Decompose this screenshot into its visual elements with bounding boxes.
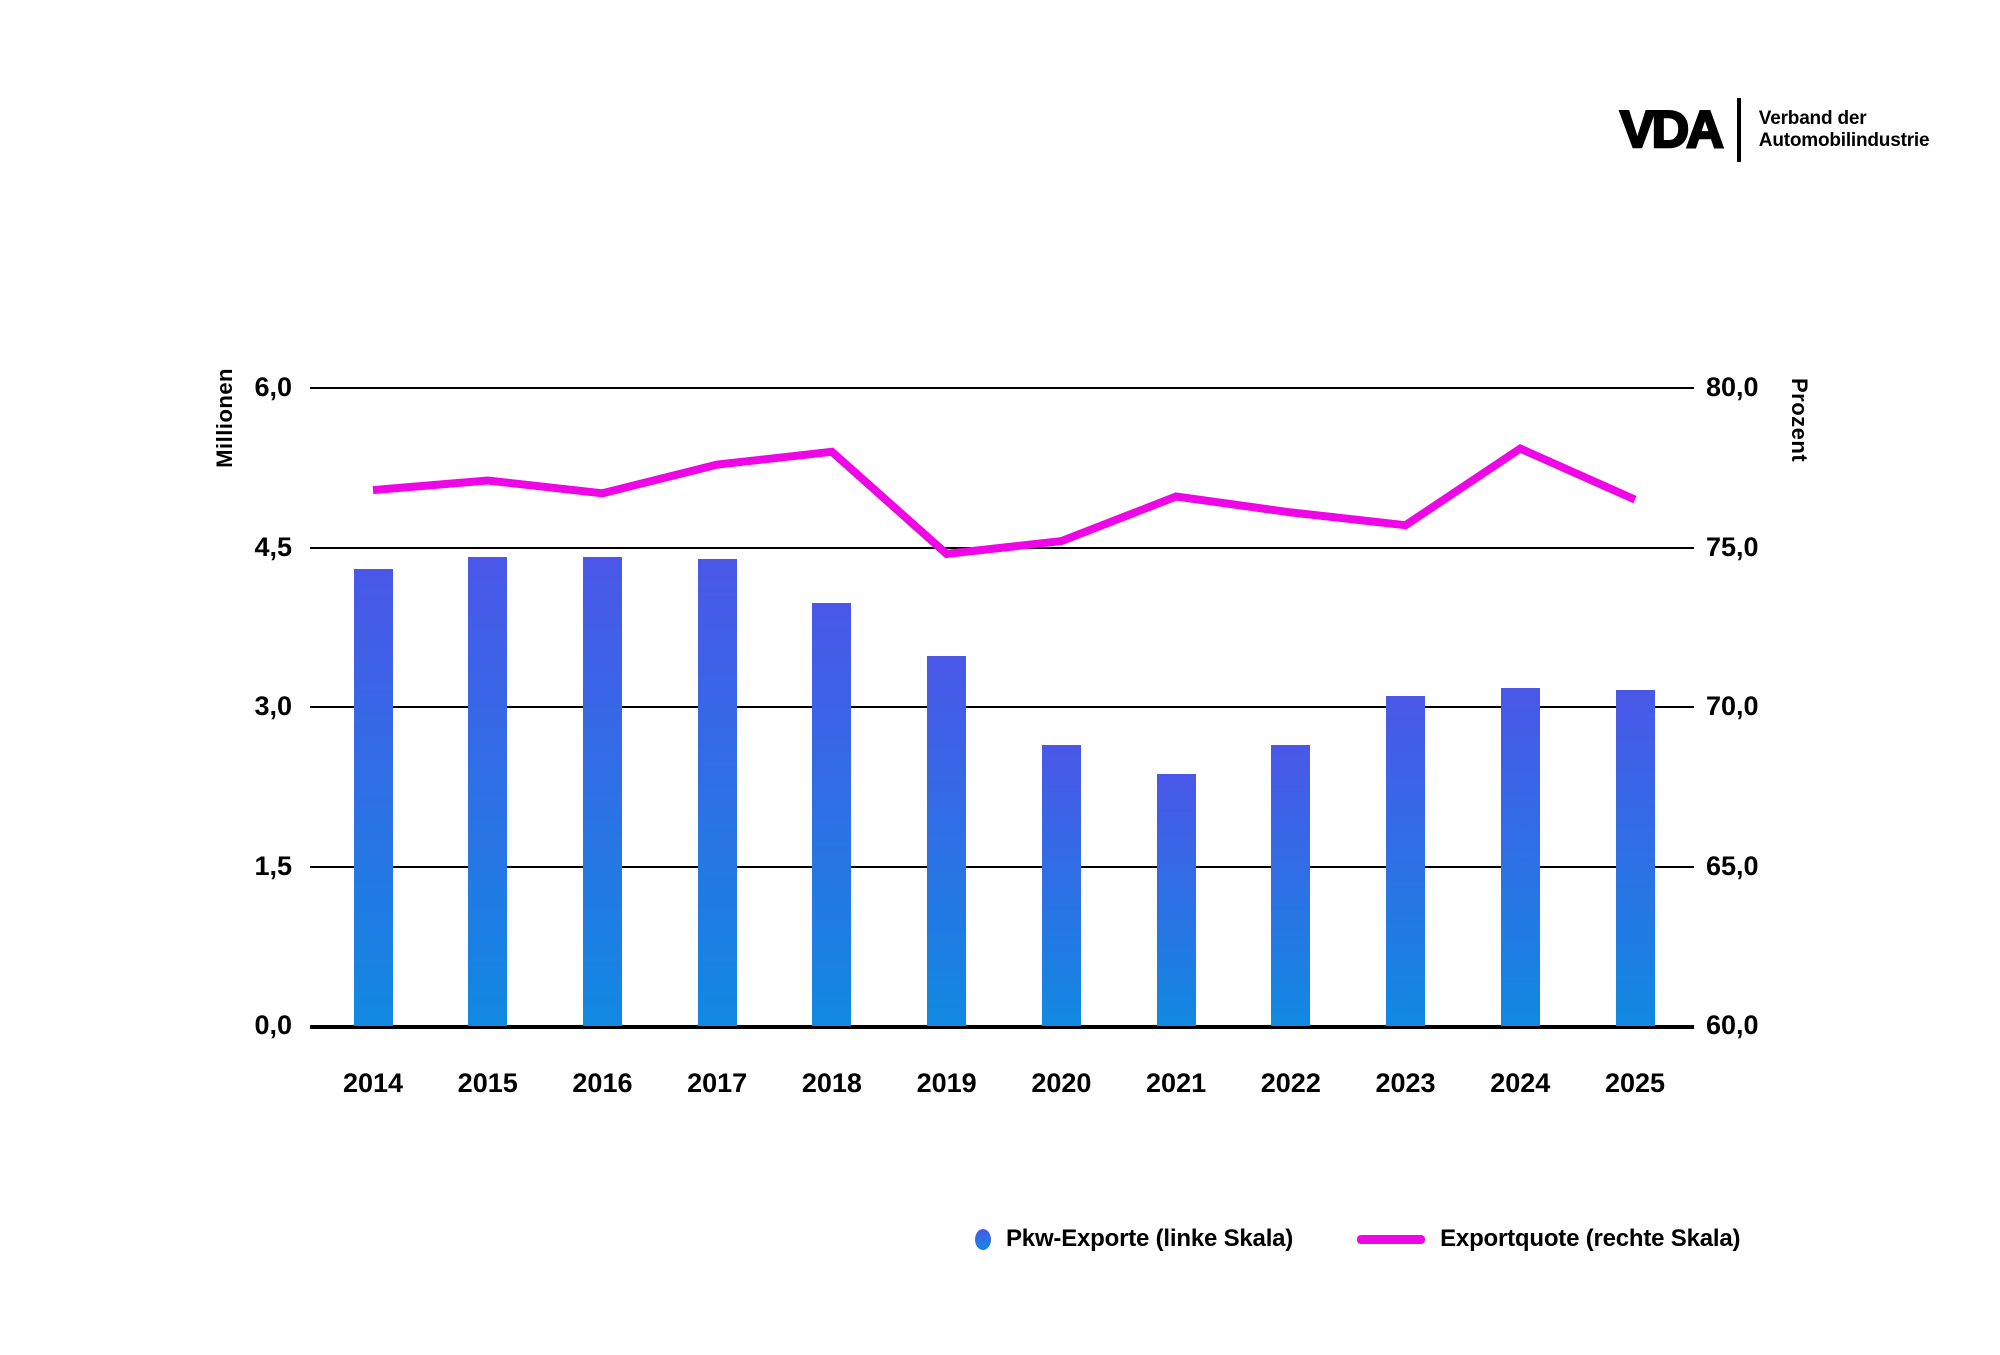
logo-org-line2: Automobilindustrie [1758, 130, 1930, 151]
x-tick-label-2020: 2020 [1031, 1068, 1092, 1098]
bar-2017 [697, 559, 737, 1026]
vda-logo: VDA Verband der Automobilindustrie [1619, 98, 1930, 162]
vda-logo-wordmark: VDA [1619, 101, 1725, 159]
legend-item-quote: Exportquote (rechte Skala) [1357, 1225, 1741, 1253]
gridline [310, 706, 1694, 708]
y-left-tick-label: 4,5 [254, 531, 292, 562]
y-left-tick-label: 0,0 [254, 1010, 292, 1040]
x-tick-label-2019: 2019 [916, 1068, 977, 1098]
bar-2014 [353, 568, 393, 1026]
bar-2024 [1500, 687, 1540, 1026]
bar-2020 [1041, 745, 1081, 1026]
x-tick-label-2015: 2015 [457, 1068, 518, 1098]
bar-2016 [582, 557, 622, 1026]
bar-2025 [1615, 689, 1655, 1026]
line-series-marker-icon [1357, 1234, 1426, 1244]
x-tick-label-2022: 2022 [1260, 1068, 1321, 1098]
x-tick-label-2014: 2014 [342, 1068, 404, 1098]
legend-label-exports: Pkw-Exporte (linke Skala) [1006, 1225, 1294, 1252]
y-left-tick-label: 1,5 [254, 850, 292, 881]
logo-org-name: Verband der Automobilindustrie [1759, 108, 1930, 152]
y-right-tick-label: 60,0 [1706, 1010, 1759, 1040]
x-axis-baseline [310, 1025, 1694, 1029]
x-tick-label-2025: 2025 [1604, 1068, 1666, 1098]
bar-series-marker-icon [975, 1228, 991, 1250]
bar-2021 [1156, 773, 1196, 1026]
x-tick-label-2018: 2018 [801, 1068, 862, 1098]
logo-org-line1: Verband der [1758, 108, 1867, 129]
right-axis-title: Prozent [1787, 378, 1812, 463]
logo-divider [1736, 98, 1741, 162]
y-left-tick-label: 6,0 [254, 372, 292, 402]
x-tick-label-2017: 2017 [687, 1068, 748, 1098]
y-right-tick-label: 80,0 [1706, 372, 1759, 402]
x-tick-label-2016: 2016 [572, 1068, 633, 1098]
bar-2019 [927, 655, 967, 1026]
y-left-tick-label: 3,0 [254, 691, 292, 721]
bar-2015 [468, 557, 508, 1026]
chart-legend: Pkw-Exporte (linke Skala) Exportquote (r… [975, 1218, 1741, 1260]
x-tick-label-2023: 2023 [1375, 1068, 1436, 1098]
y-right-tick-label: 75,0 [1706, 531, 1759, 562]
gridline [310, 546, 1694, 549]
gridline [310, 865, 1694, 868]
exportquote-line [372, 444, 1637, 559]
y-right-tick-label: 65,0 [1706, 850, 1759, 881]
x-tick-label-2024: 2024 [1490, 1068, 1551, 1098]
bar-2018 [812, 602, 852, 1026]
bar-2023 [1386, 696, 1426, 1026]
legend-label-quote: Exportquote (rechte Skala) [1440, 1225, 1741, 1252]
legend-item-exports: Pkw-Exporte (linke Skala) [975, 1225, 1293, 1253]
gridline [310, 387, 1694, 389]
x-tick-label-2021: 2021 [1146, 1068, 1207, 1098]
y-right-tick-label: 70,0 [1706, 691, 1759, 721]
bar-2022 [1271, 745, 1311, 1026]
